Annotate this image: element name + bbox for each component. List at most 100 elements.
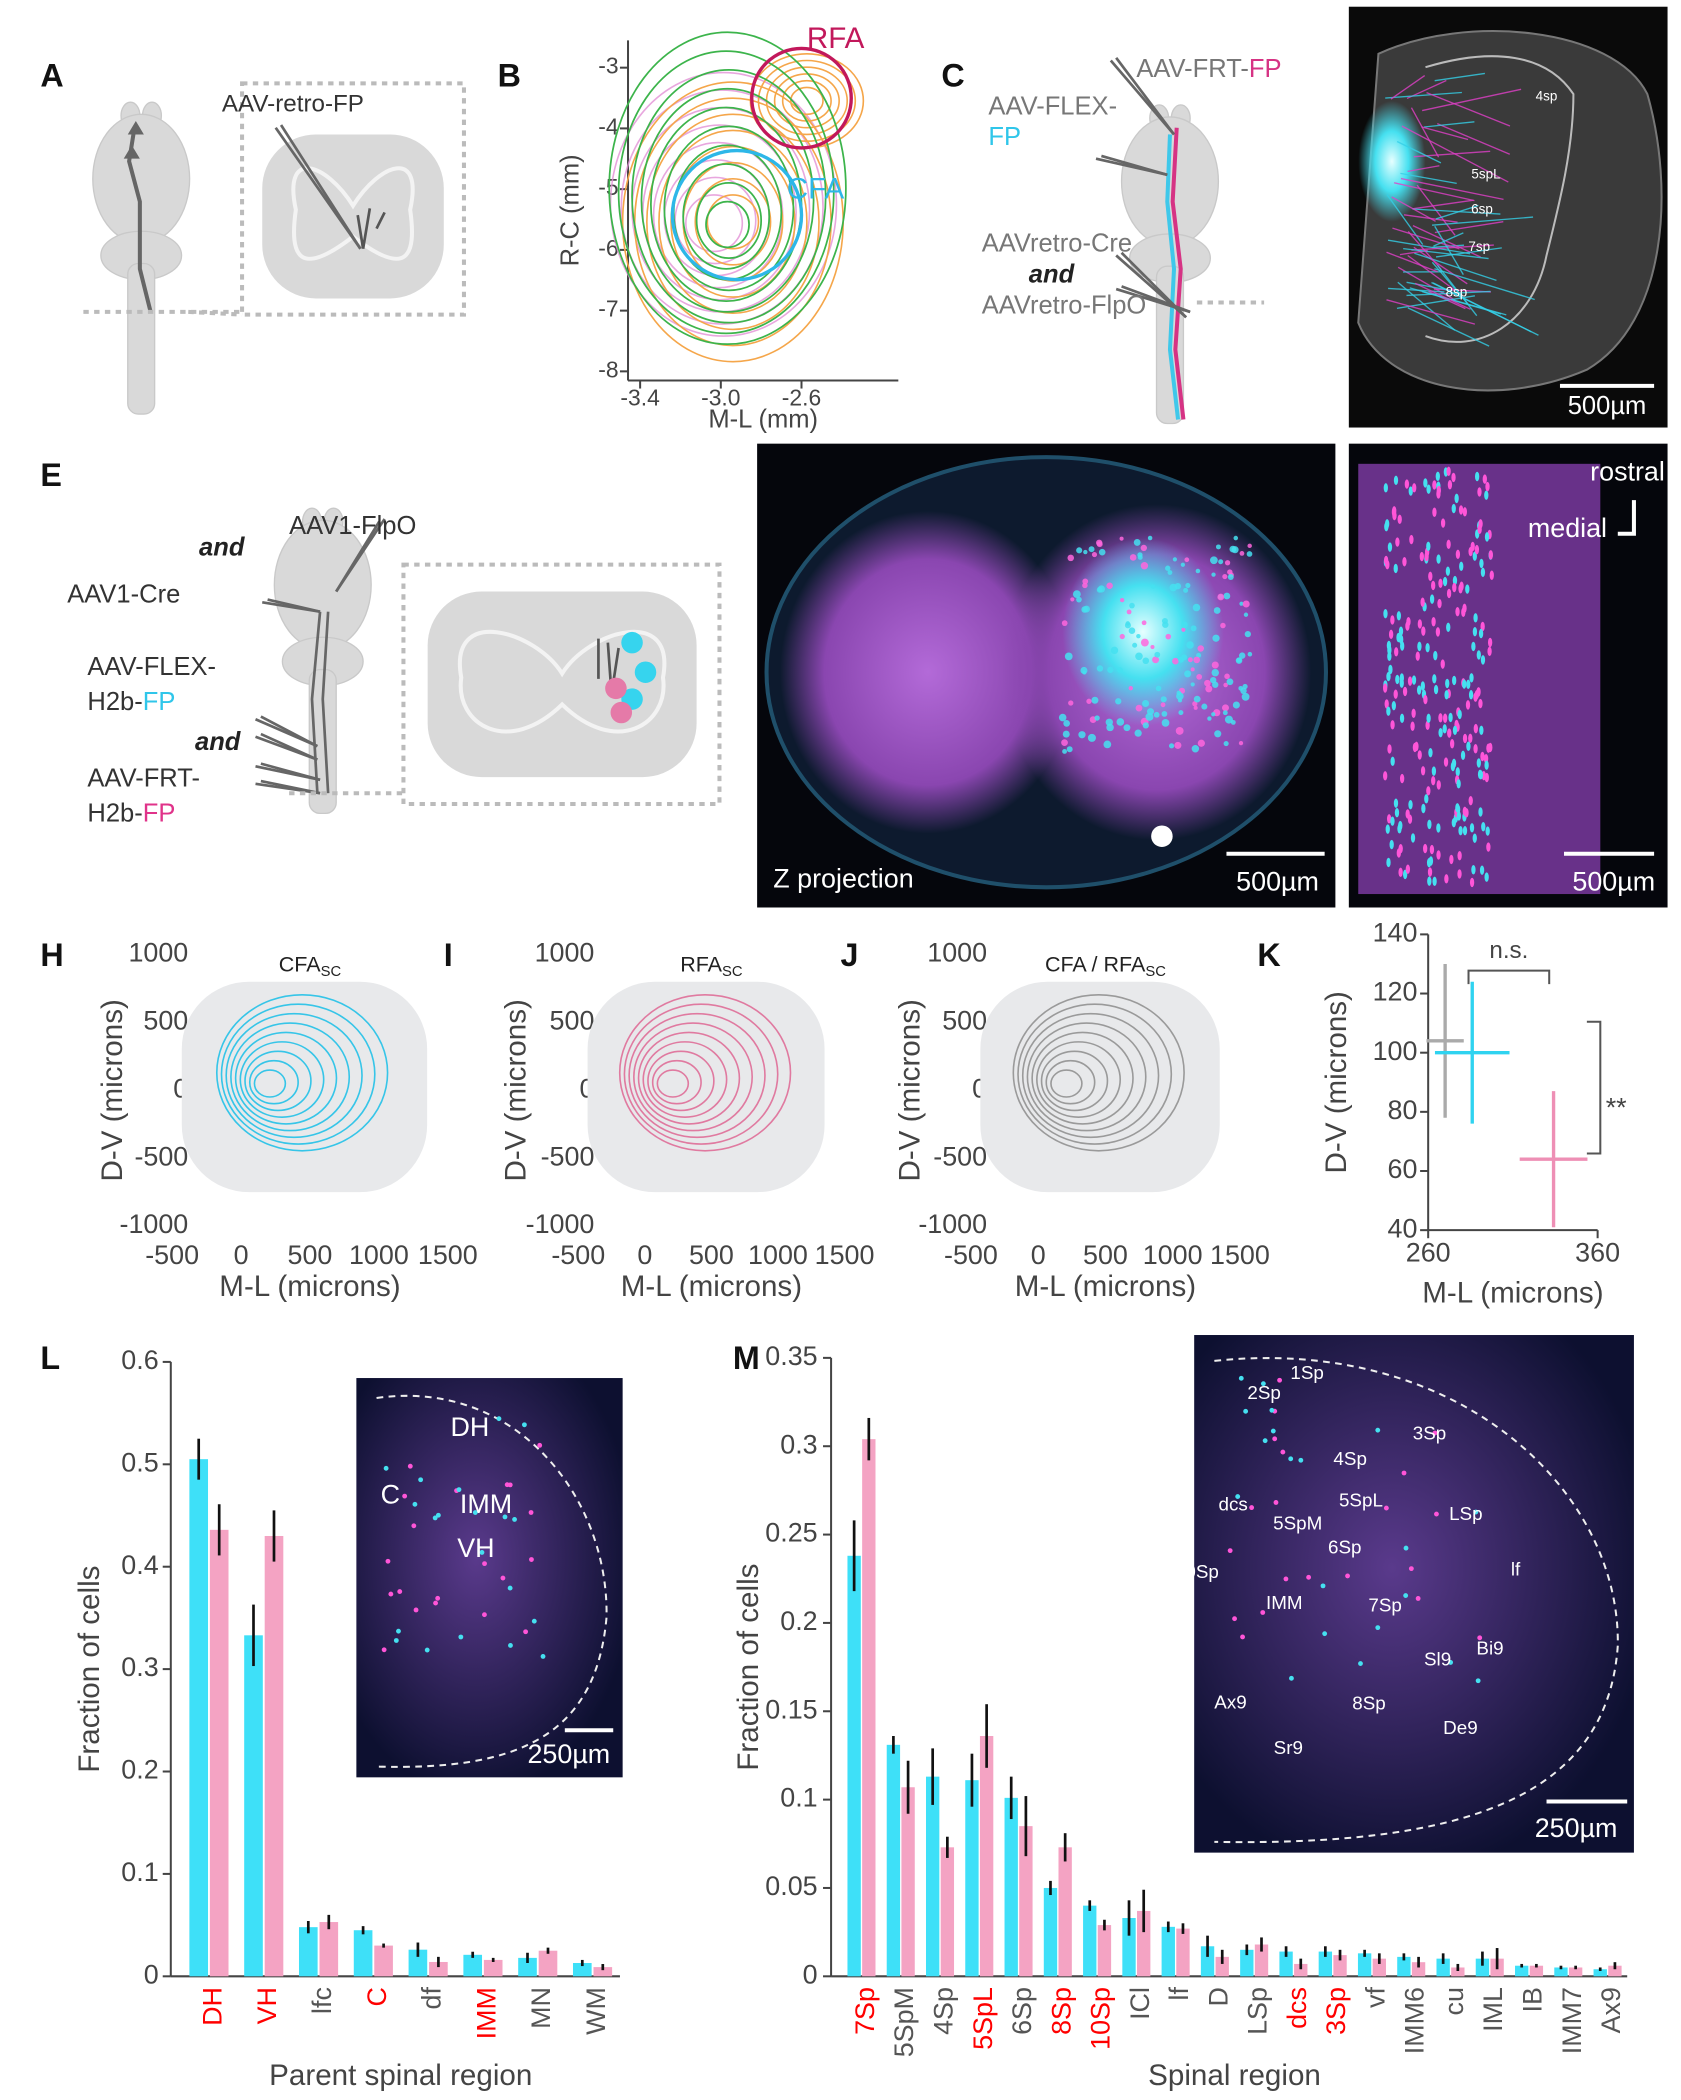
cell — [1477, 1635, 1483, 1641]
cell — [1134, 729, 1142, 737]
x-tick-label: 1500 — [1210, 1240, 1270, 1270]
axon — [1435, 247, 1502, 258]
y-tick-label: 0.35 — [765, 1341, 817, 1371]
x-tick-label: C — [362, 1987, 392, 2006]
cell — [411, 1523, 417, 1529]
cell — [1452, 725, 1458, 735]
bar — [1097, 1925, 1112, 1977]
axon — [1387, 239, 1471, 255]
cell — [1478, 807, 1483, 817]
x-axis-label: M-L (microns) — [621, 1270, 802, 1303]
cell — [381, 1647, 387, 1653]
cell — [1246, 551, 1253, 557]
cell — [479, 1549, 485, 1555]
axon — [1390, 75, 1426, 100]
cell — [1431, 766, 1437, 776]
cell — [1244, 630, 1251, 638]
cell — [1454, 493, 1459, 504]
pipette — [1115, 57, 1176, 136]
cell — [1192, 603, 1201, 612]
x-tick-label: -500 — [551, 1240, 605, 1270]
region-label: IMM — [460, 1489, 512, 1519]
x-tick-label: 260 — [1406, 1237, 1451, 1267]
cell — [1424, 794, 1429, 804]
cell — [1464, 808, 1469, 818]
contour — [633, 1022, 753, 1132]
cell — [528, 1510, 534, 1515]
cell — [1473, 1509, 1479, 1515]
cell — [1402, 557, 1407, 567]
cell — [1477, 487, 1482, 497]
cell — [1128, 627, 1136, 635]
cell — [1110, 646, 1119, 655]
label: AAV-FLEX- — [988, 92, 1117, 120]
y-tick-label: 0.3 — [780, 1429, 817, 1459]
cell — [1345, 1573, 1350, 1579]
contour — [225, 1012, 363, 1139]
region-label: Sr9 — [1274, 1737, 1303, 1758]
cell — [1486, 842, 1491, 852]
cell — [1106, 582, 1113, 590]
y-tick-label: 500 — [550, 1006, 595, 1036]
axon — [1397, 266, 1456, 301]
x-tick-label: ICl — [1125, 1987, 1155, 2020]
y-axis-label: D-V (microns) — [1320, 991, 1353, 1173]
y-tick-label: 0.15 — [765, 1694, 817, 1724]
x-tick-label: vf — [1360, 1987, 1390, 2008]
y-tick-label: 1000 — [535, 938, 595, 968]
cell — [1423, 478, 1428, 488]
cell — [1226, 678, 1234, 686]
cyan-cluster — [1358, 100, 1426, 222]
region-label: DH — [451, 1412, 490, 1442]
cell — [1478, 770, 1484, 780]
y-tick-label: -6 — [598, 235, 618, 261]
cell — [1440, 659, 1445, 669]
axon — [1409, 287, 1507, 316]
cell — [1479, 865, 1485, 875]
cell — [1388, 664, 1393, 675]
cell — [1385, 559, 1390, 570]
annotation: RFA — [807, 22, 865, 55]
cell — [1193, 705, 1198, 710]
panel-letter: J — [841, 937, 859, 973]
cell — [407, 1463, 413, 1469]
label: AAV1-Cre — [67, 580, 180, 608]
cell — [1474, 544, 1480, 555]
x-tick-label: 10Sp — [1086, 1987, 1116, 2050]
cell — [1162, 621, 1169, 628]
bar — [1019, 1826, 1033, 1977]
cell — [1410, 833, 1416, 843]
cell — [1191, 745, 1200, 753]
cell — [1404, 479, 1410, 489]
region-label: 2Sp — [1247, 1382, 1280, 1403]
cell — [1396, 632, 1401, 643]
cell — [1405, 864, 1411, 874]
cell — [1442, 576, 1448, 587]
axon — [1386, 251, 1438, 273]
bar — [1122, 1918, 1136, 1977]
bar — [1240, 1949, 1254, 1977]
bar — [1058, 1847, 1072, 1977]
label-part: FP — [143, 799, 176, 827]
x-tick-label: 0 — [637, 1240, 652, 1270]
axon — [1392, 227, 1460, 250]
cell — [1428, 571, 1433, 581]
orientation-arrow — [1617, 500, 1636, 536]
cell — [1196, 674, 1203, 680]
axon — [1406, 290, 1491, 297]
axon — [1433, 232, 1464, 247]
annotation: CFA — [787, 173, 845, 206]
panel-letter: M — [733, 1340, 760, 1376]
axon — [1437, 264, 1478, 317]
y-axis-label: D-V (microns) — [96, 999, 129, 1181]
cell — [1427, 876, 1432, 886]
y-tick-label: 1000 — [128, 938, 188, 968]
cell — [1445, 566, 1451, 576]
tract — [310, 611, 330, 794]
cell — [1232, 1616, 1237, 1622]
label: and — [195, 728, 242, 756]
cell — [1184, 557, 1190, 563]
cell — [383, 1465, 389, 1471]
cell — [1066, 746, 1073, 753]
